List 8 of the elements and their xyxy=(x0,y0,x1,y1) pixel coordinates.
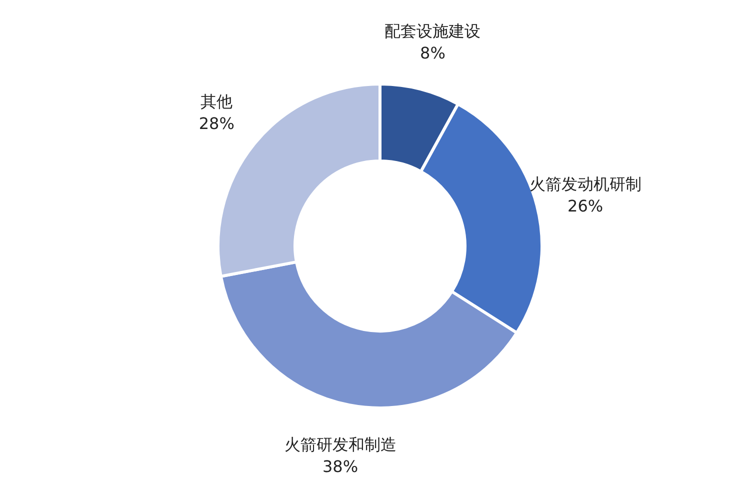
slice-label: 火箭发动机研制 xyxy=(529,174,642,194)
slice-label: 配套设施建设 xyxy=(384,22,481,41)
slice-label: 火箭研发和制造 xyxy=(284,435,396,454)
data-label: 8% xyxy=(420,44,446,63)
data-label: 28% xyxy=(198,114,234,133)
data-label: 26% xyxy=(568,196,604,216)
slice-label: 其他 xyxy=(200,92,233,111)
data-label: 38% xyxy=(322,457,358,476)
